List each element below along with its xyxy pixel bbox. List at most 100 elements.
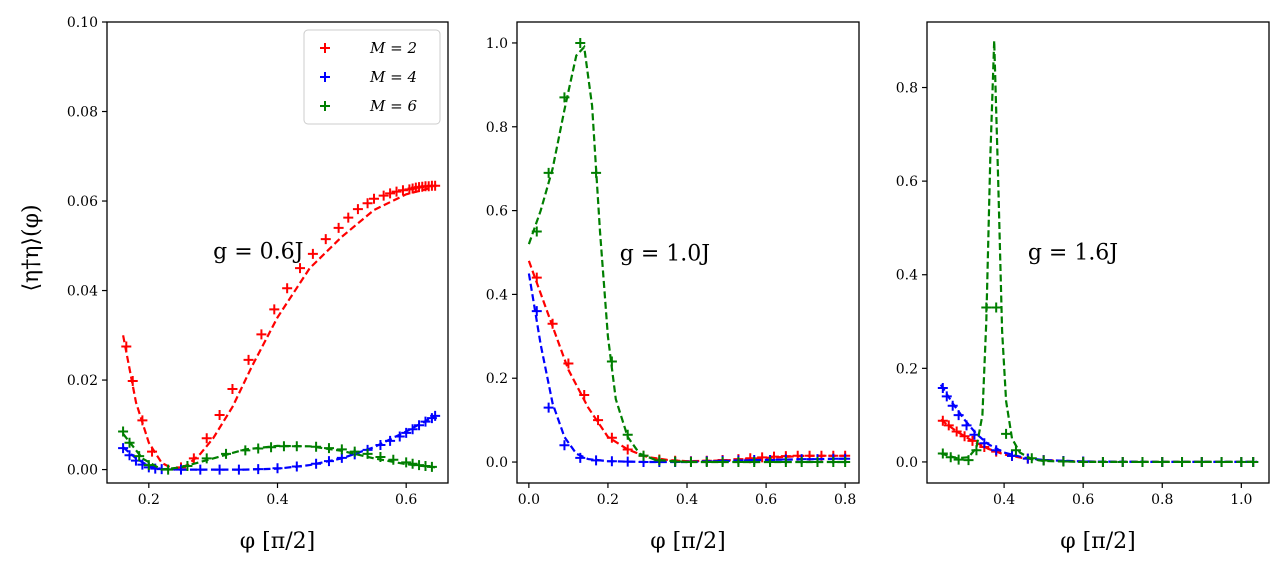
data-point xyxy=(1097,456,1108,467)
data-point xyxy=(201,453,212,464)
data-point xyxy=(531,226,542,237)
x-axis-label: φ [π/2] xyxy=(650,529,725,554)
data-point xyxy=(531,272,542,283)
data-point xyxy=(1058,456,1069,467)
data-point xyxy=(1038,455,1049,466)
data-point xyxy=(606,432,617,443)
data-point xyxy=(414,420,425,431)
data-point xyxy=(391,186,402,197)
data-point xyxy=(401,457,412,468)
data-point xyxy=(269,304,280,315)
data-point xyxy=(828,457,839,468)
data-point xyxy=(311,441,322,452)
data-point xyxy=(575,37,586,48)
data-point xyxy=(256,329,267,340)
data-point xyxy=(1078,456,1089,467)
data-point xyxy=(670,456,681,467)
data-point xyxy=(733,457,744,468)
data-point xyxy=(1157,456,1168,467)
data-point xyxy=(134,451,145,462)
x-tick-label: 0.6 xyxy=(1072,492,1094,508)
data-point xyxy=(606,456,617,467)
data-point xyxy=(937,382,948,393)
legend-entry: M = 6 xyxy=(369,97,417,115)
x-tick-label: 0.4 xyxy=(266,492,288,508)
y-tick-label: 1.0 xyxy=(486,36,508,52)
coupling-annotation: g = 1.6J xyxy=(1028,240,1118,265)
data-point xyxy=(272,463,283,474)
data-point xyxy=(971,445,982,456)
x-tick-label: 0.4 xyxy=(993,492,1015,508)
x-tick-label: 0.6 xyxy=(395,492,417,508)
y-tick-label: 0.0 xyxy=(486,455,508,471)
data-point xyxy=(1177,456,1188,467)
data-point xyxy=(282,283,293,294)
x-tick-label: 0.2 xyxy=(138,492,160,508)
data-point xyxy=(981,302,992,313)
y-axis-label: ⟨η†η⟩(φ) xyxy=(19,204,44,291)
data-point xyxy=(717,457,728,468)
data-point xyxy=(622,456,633,467)
data-point xyxy=(1026,453,1037,464)
data-point xyxy=(291,441,302,452)
data-point xyxy=(559,92,570,103)
data-point xyxy=(531,306,542,317)
data-point xyxy=(118,426,129,437)
data-point xyxy=(323,456,334,467)
data-point xyxy=(401,427,412,438)
data-point xyxy=(362,198,373,209)
data-point xyxy=(118,443,129,454)
data-point xyxy=(323,443,334,454)
data-point xyxy=(407,458,418,469)
data-point xyxy=(214,464,225,475)
data-point xyxy=(430,410,441,421)
y-tick-label: 0.8 xyxy=(486,120,508,136)
panel-1: 0.2 0.4 0.6 0.00 0.02 0.04 0.06 0.08 0.10 φ [π/2]… xyxy=(67,15,449,554)
data-point xyxy=(812,457,823,468)
data-point xyxy=(221,448,232,459)
x-tick-label: 0.4 xyxy=(676,492,698,508)
data-point xyxy=(622,429,633,440)
data-point xyxy=(188,453,199,464)
data-point xyxy=(175,464,186,475)
data-point xyxy=(953,410,964,421)
data-point xyxy=(240,445,251,456)
data-point xyxy=(311,458,322,469)
x-tick-label: 0.2 xyxy=(597,492,619,508)
data-point xyxy=(780,457,791,468)
y-tick-label: 0.04 xyxy=(67,284,98,300)
data-point xyxy=(343,212,354,223)
data-point xyxy=(307,248,318,259)
data-point xyxy=(961,420,972,431)
series-m6 xyxy=(118,426,437,475)
data-point xyxy=(757,452,768,463)
data-point xyxy=(201,433,212,444)
y-tick-label: 0.00 xyxy=(67,463,98,479)
data-point xyxy=(840,457,851,468)
data-point xyxy=(430,180,441,191)
data-point xyxy=(1007,450,1018,461)
data-point xyxy=(333,222,344,233)
data-point xyxy=(163,464,174,475)
data-point xyxy=(963,455,974,466)
data-point xyxy=(622,444,633,455)
data-point xyxy=(991,302,1002,313)
data-point xyxy=(579,389,590,400)
x-tick-label: 0.0 xyxy=(518,492,540,508)
data-point xyxy=(385,435,396,446)
legend: M = 2 M = 4 M = 6 xyxy=(303,29,441,125)
data-point xyxy=(543,402,554,413)
data-point xyxy=(654,455,665,466)
data-point xyxy=(967,435,978,446)
data-point xyxy=(426,461,437,472)
x-axis-label: φ [π/2] xyxy=(1060,529,1135,554)
data-point xyxy=(227,384,238,395)
data-point xyxy=(1196,456,1207,467)
data-point xyxy=(1001,428,1012,439)
y-tick-label: 0.2 xyxy=(486,371,508,387)
data-point xyxy=(369,193,380,204)
legend-marker xyxy=(320,101,330,111)
series-m6 xyxy=(937,40,1259,467)
